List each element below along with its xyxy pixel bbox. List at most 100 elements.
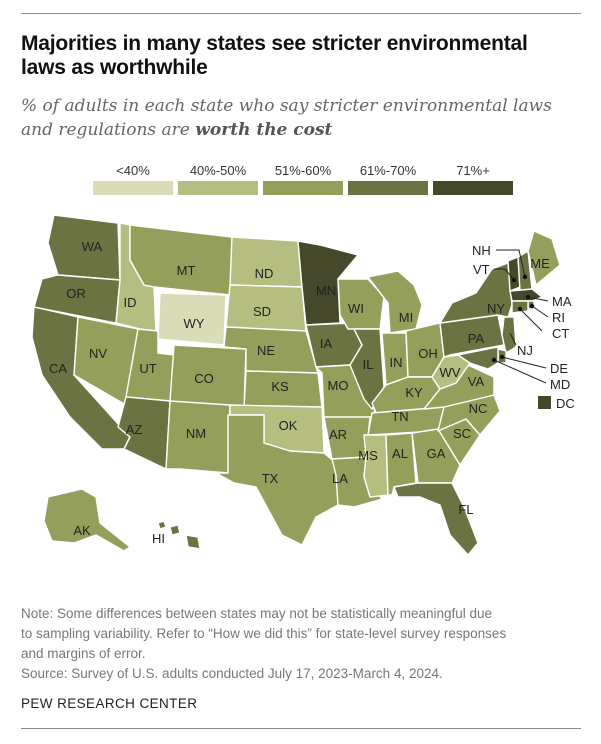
top-rule: [21, 13, 581, 14]
state-NM: [165, 400, 231, 474]
subtitle-text: % of adults in each state who say strict…: [21, 96, 552, 140]
legend-item-40-50: 40%-50%: [178, 163, 258, 195]
label-KY: KY: [405, 385, 423, 400]
label-IL: IL: [363, 357, 374, 372]
source-note: Source: Survey of U.S. adults conducted …: [21, 666, 443, 681]
callout-labels: NH VT MA RI CT NJ DE MD DC HI: [152, 243, 575, 546]
state-MI: [367, 270, 423, 334]
legend-item-51-60: 51%-60%: [263, 163, 343, 195]
legend-swatch: [348, 181, 428, 195]
dc-swatch: [538, 396, 551, 409]
leader-line-vt: [494, 268, 515, 281]
state-MT: [129, 224, 233, 296]
label-NE: NE: [257, 343, 275, 358]
label-AK: AK: [73, 523, 91, 538]
dot-de: [499, 354, 505, 360]
pew-research-logo-text: PEW RESEARCH CENTER: [21, 696, 198, 711]
state-labels: WA OR CA ID NV MT WY UT AZ CO NM ND SD N…: [49, 239, 550, 538]
state-FL: [393, 482, 479, 556]
note-line-1: Note: Some differences between states ma…: [21, 606, 493, 621]
legend-label: 61%-70%: [359, 163, 417, 178]
label-NM: NM: [186, 426, 206, 441]
legend-swatch: [263, 181, 343, 195]
leader-line-nj: [509, 332, 517, 346]
label-ND: ND: [255, 266, 274, 281]
label-DC: DC: [556, 396, 575, 411]
us-state-map: WA OR CA ID NV MT WY UT AZ CO NM ND SD N…: [31, 214, 575, 556]
legend-label: 71%+: [456, 163, 490, 178]
label-NV: NV: [89, 346, 107, 361]
label-MA: MA: [552, 294, 572, 309]
state-IL: [349, 328, 385, 410]
state-OR: [33, 274, 121, 324]
state-NJ: [501, 316, 517, 354]
label-RI: RI: [552, 310, 565, 325]
legend-item-under-40: <40%: [93, 163, 173, 195]
label-NY: NY: [487, 301, 505, 316]
label-WI: WI: [348, 301, 364, 316]
dot-ri: [529, 303, 535, 309]
footnote: Note: Some differences between states ma…: [21, 604, 586, 664]
label-MD: MD: [550, 377, 570, 392]
dot-ct: [517, 306, 523, 312]
note-line-3: and margins of error.: [21, 646, 146, 661]
label-CT: CT: [552, 326, 569, 341]
legend-swatch: [178, 181, 258, 195]
label-MO: MO: [328, 378, 349, 393]
label-UT: UT: [139, 361, 156, 376]
dot-vt: [511, 277, 517, 283]
label-KS: KS: [271, 379, 289, 394]
label-DE: DE: [550, 361, 568, 376]
state-HI: [157, 520, 201, 550]
leader-line-nh: [496, 249, 526, 278]
state-MS: [363, 434, 389, 498]
chart-subtitle: % of adults in each state who say strict…: [21, 94, 581, 142]
label-WV: WV: [440, 365, 461, 380]
legend-item-71-plus: 71%+: [433, 163, 513, 195]
label-OH: OH: [418, 346, 438, 361]
label-NJ: NJ: [517, 343, 533, 358]
state-MD: [457, 346, 499, 370]
label-MN: MN: [316, 283, 336, 298]
label-FL: FL: [458, 502, 473, 517]
title-line-2: laws as worthwhile: [21, 56, 208, 79]
subtitle-emphasis: worth the cost: [195, 120, 333, 140]
state-AK: [43, 488, 131, 552]
label-WA: WA: [82, 239, 103, 254]
dot-nh: [522, 274, 528, 280]
label-AR: AR: [329, 427, 347, 442]
state-ME: [527, 230, 561, 286]
legend-label: 51%-60%: [274, 163, 332, 178]
label-LA: LA: [332, 471, 348, 486]
dot-ma: [525, 294, 531, 300]
bottom-rule: [21, 728, 581, 729]
state-TX: [215, 414, 339, 546]
label-OR: OR: [66, 286, 86, 301]
legend: <40% 40%-50% 51%-60% 61%-70% 71%+: [93, 163, 513, 197]
label-OK: OK: [279, 418, 298, 433]
leader-line-de: [501, 356, 547, 369]
callout-leaders: [493, 249, 549, 384]
label-VA: VA: [468, 374, 485, 389]
label-CA: CA: [49, 361, 67, 376]
dot-md: [491, 357, 497, 363]
legend-label: <40%: [116, 163, 150, 178]
label-IN: IN: [390, 355, 403, 370]
leader-line-ma: [527, 296, 549, 302]
label-ME: ME: [530, 256, 550, 271]
label-TN: TN: [391, 409, 408, 424]
callout-dots: [491, 274, 535, 363]
legend-item-61-70: 61%-70%: [348, 163, 428, 195]
label-WY: WY: [184, 316, 205, 331]
label-SC: SC: [453, 426, 471, 441]
label-MI: MI: [399, 310, 413, 325]
chart-title: Majorities in many states see stricter e…: [21, 32, 581, 80]
label-AZ: AZ: [126, 422, 143, 437]
label-NC: NC: [469, 401, 488, 416]
label-IA: IA: [320, 336, 333, 351]
label-PA: PA: [468, 331, 485, 346]
legend-swatch: [433, 181, 513, 195]
label-VT: VT: [473, 262, 490, 277]
label-MT: MT: [177, 263, 196, 278]
legend-swatch: [93, 181, 173, 195]
